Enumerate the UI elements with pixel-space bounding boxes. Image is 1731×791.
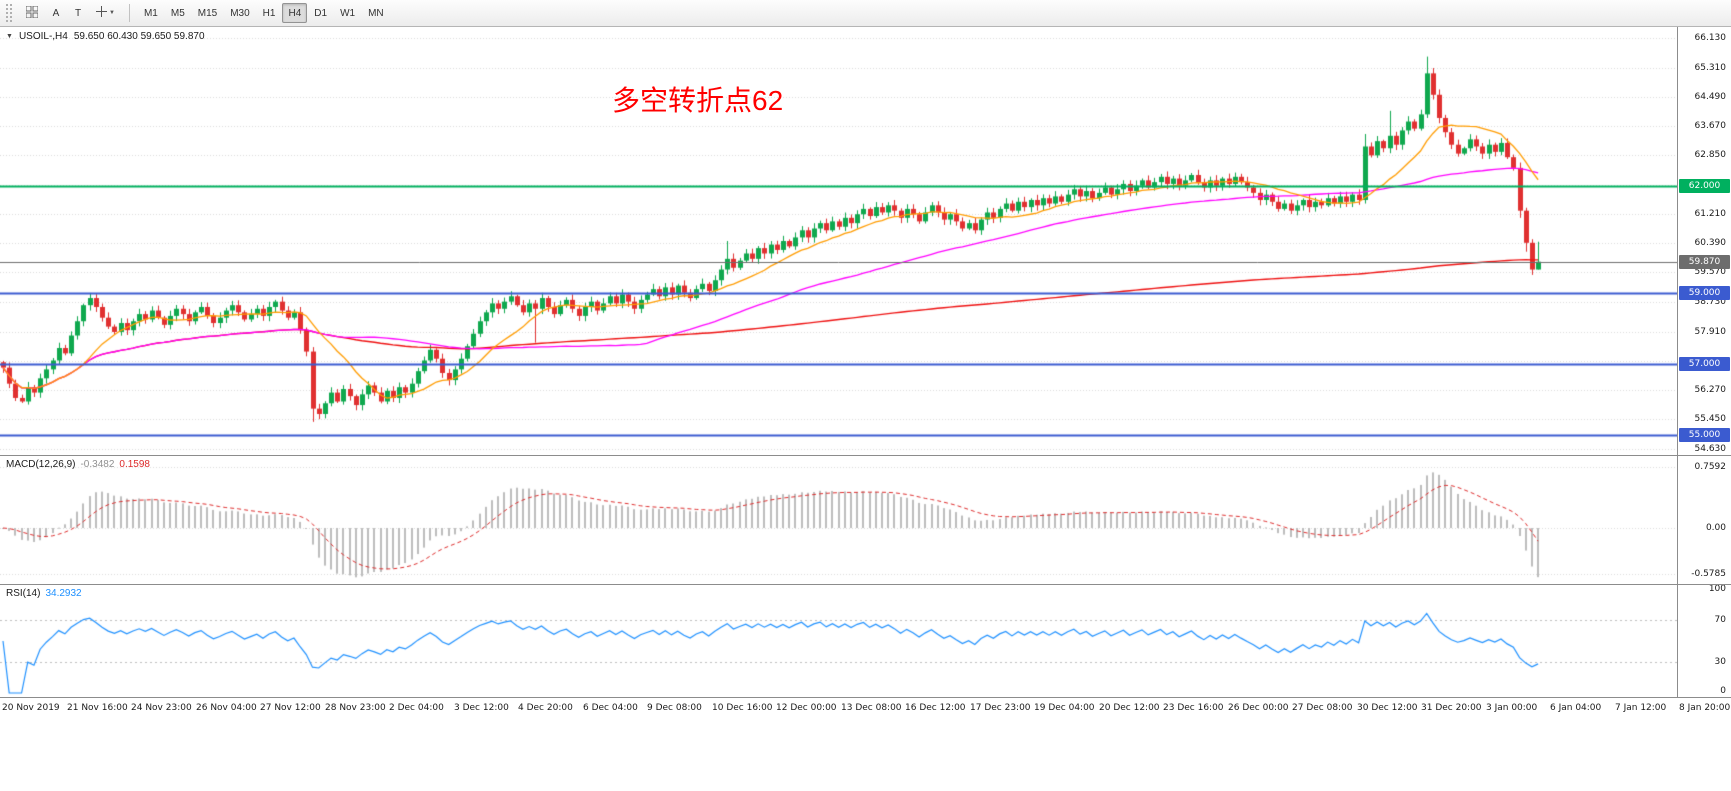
rsi-value: 34.2932: [45, 588, 82, 599]
price-axis-label: 63.670: [1694, 121, 1727, 131]
macd-name: MACD(12,26,9): [6, 459, 76, 470]
time-axis-label: 4 Dec 20:00: [518, 703, 573, 713]
timeframe-button-mn[interactable]: MN: [368, 7, 384, 19]
text-tool-button[interactable]: T: [74, 7, 82, 19]
price-level-badge: 57.000: [1679, 357, 1730, 371]
time-axis-label: 26 Nov 04:00: [196, 703, 257, 713]
crosshair-icon: [96, 6, 107, 20]
timeframe-button-m15[interactable]: M15: [197, 7, 218, 19]
timeframe-group: M1 M5 M15 M30 H1 H4 D1 W1 MN: [138, 3, 390, 23]
timeframe-button-h4[interactable]: H4: [282, 3, 308, 23]
price-axis-label: 55.450: [1694, 414, 1727, 424]
price-axis-label: 62.850: [1694, 150, 1727, 160]
annotation-tool-button[interactable]: A: [52, 7, 60, 19]
time-axis-label: 3 Dec 12:00: [454, 703, 509, 713]
price-axis-label: 56.270: [1694, 385, 1727, 395]
macd-canvas[interactable]: [0, 456, 1677, 584]
rsi-panel: RSI(14) 34.2932 100 70 30 0: [0, 585, 1731, 697]
toolbar-grip[interactable]: [6, 4, 12, 22]
rsi-axis[interactable]: 100 70 30 0: [1677, 585, 1731, 697]
time-axis-label: 16 Dec 12:00: [905, 703, 966, 713]
timeframe-button-w1[interactable]: W1: [340, 7, 356, 19]
time-axis-label: 27 Dec 08:00: [1292, 703, 1353, 713]
toolbar-separator: [128, 4, 130, 22]
collapse-icon[interactable]: ▼: [6, 33, 13, 40]
macd-panel: MACD(12,26,9) -0.3482 0.1598 0.7592 0.00 -0.…: [0, 456, 1731, 584]
main-chart-panel: ▼ USOIL-,H4 59.650 60.430 59.650 59.870 …: [0, 27, 1731, 455]
panel-separator-2[interactable]: [0, 584, 1731, 585]
macd-axis-label: -0.5785: [1691, 569, 1726, 579]
price-axis-label: 58.730: [1694, 297, 1727, 307]
timeframe-button-m30[interactable]: M30: [230, 7, 250, 19]
macd-axis-label: 0.00: [1705, 523, 1726, 533]
rsi-axis-label: 0: [1720, 686, 1726, 696]
price-axis-label: 65.310: [1694, 63, 1727, 73]
price-axis-label: 54.630: [1694, 444, 1727, 454]
time-axis-label: 12 Dec 00:00: [776, 703, 837, 713]
time-axis-label: 8 Jan 20:00: [1679, 703, 1731, 713]
price-level-badge: 62.000: [1679, 179, 1730, 193]
timeframe-button-d1[interactable]: D1: [314, 7, 328, 19]
time-axis-label: 2 Dec 04:00: [389, 703, 444, 713]
rsi-canvas[interactable]: [0, 585, 1677, 697]
price-level-badge: 59.000: [1679, 286, 1730, 300]
chart-toolbar: A T ▼ M1 M5 M15 M30 H1 H4 D1 W1 MN: [0, 0, 1731, 27]
time-axis-label: 21 Nov 16:00: [67, 703, 128, 713]
bottom-spacer: [0, 720, 1731, 791]
grid-icon: [25, 5, 39, 21]
price-axis-label: 60.390: [1694, 238, 1727, 248]
price-level-badge: 55.000: [1679, 428, 1730, 442]
chart-grid-button[interactable]: [20, 3, 44, 23]
time-axis-label: 13 Dec 08:00: [841, 703, 902, 713]
chevron-down-icon: ▼: [109, 10, 115, 16]
price-axis-label: 64.490: [1694, 92, 1727, 102]
time-axis-label: 28 Nov 23:00: [325, 703, 386, 713]
time-axis-label: 31 Dec 20:00: [1421, 703, 1482, 713]
rsi-indicator-label: RSI(14) 34.2932: [6, 588, 87, 599]
panel-separator-1[interactable]: [0, 455, 1731, 456]
time-axis-label: 10 Dec 16:00: [712, 703, 773, 713]
macd-indicator-label: MACD(12,26,9) -0.3482 0.1598: [6, 459, 155, 470]
timeframe-button-m5[interactable]: M5: [170, 7, 185, 19]
macd-value-main: -0.3482: [80, 459, 115, 470]
rsi-axis-label: 100: [1708, 585, 1726, 594]
symbol-label: USOIL-,H4: [18, 31, 68, 42]
price-axis-label: 59.570: [1694, 267, 1727, 277]
price-axis-label: 61.210: [1694, 209, 1727, 219]
time-axis-label: 30 Dec 12:00: [1357, 703, 1418, 713]
macd-axis[interactable]: 0.7592 0.00 -0.5785: [1677, 456, 1731, 584]
macd-value-signal: 0.1598: [119, 459, 150, 470]
time-axis-label: 27 Nov 12:00: [260, 703, 321, 713]
price-axis[interactable]: 66.130 65.310 64.490 63.670 62.850 61.210 60.3…: [1677, 27, 1731, 455]
time-axis-label: 9 Dec 08:00: [647, 703, 702, 713]
timeframe-button-h1[interactable]: H1: [262, 7, 276, 19]
bid-price-badge: 59.870: [1679, 255, 1730, 269]
rsi-axis-label: 30: [1714, 657, 1726, 667]
timeframe-button-m1[interactable]: M1: [143, 7, 158, 19]
ohlc-values: 59.650 60.430 59.650 59.870: [73, 31, 205, 42]
time-axis-label: 26 Dec 00:00: [1228, 703, 1289, 713]
time-axis-label: 3 Jan 00:00: [1486, 703, 1538, 713]
time-axis-label: 7 Jan 12:00: [1615, 703, 1667, 713]
chart-annotation-text[interactable]: 多空转折点62: [612, 85, 784, 116]
price-chart-canvas[interactable]: [0, 27, 1677, 455]
rsi-axis-label: 70: [1714, 615, 1726, 625]
time-axis-label: 20 Dec 12:00: [1099, 703, 1160, 713]
time-axis-label: 24 Nov 23:00: [131, 703, 192, 713]
time-axis-label: 17 Dec 23:00: [970, 703, 1031, 713]
time-axis-label: 6 Jan 04:00: [1550, 703, 1602, 713]
symbol-ohlc-label: ▼ USOIL-,H4 59.650 60.430 59.650 59.870: [6, 31, 205, 42]
rsi-name: RSI(14): [6, 588, 41, 599]
time-axis-label: 20 Nov 2019: [2, 703, 60, 713]
time-axis-label: 19 Dec 04:00: [1034, 703, 1095, 713]
price-axis-label: 57.910: [1694, 327, 1727, 337]
time-axis-label: 23 Dec 16:00: [1163, 703, 1224, 713]
time-axis[interactable]: 20 Nov 2019 21 Nov 16:00 24 Nov 23:00 26 No…: [0, 697, 1731, 720]
crosshair-tool-button[interactable]: ▼: [90, 3, 121, 23]
macd-axis-label: 0.7592: [1694, 462, 1727, 472]
time-axis-label: 6 Dec 04:00: [583, 703, 638, 713]
price-axis-label: 66.130: [1694, 33, 1727, 43]
